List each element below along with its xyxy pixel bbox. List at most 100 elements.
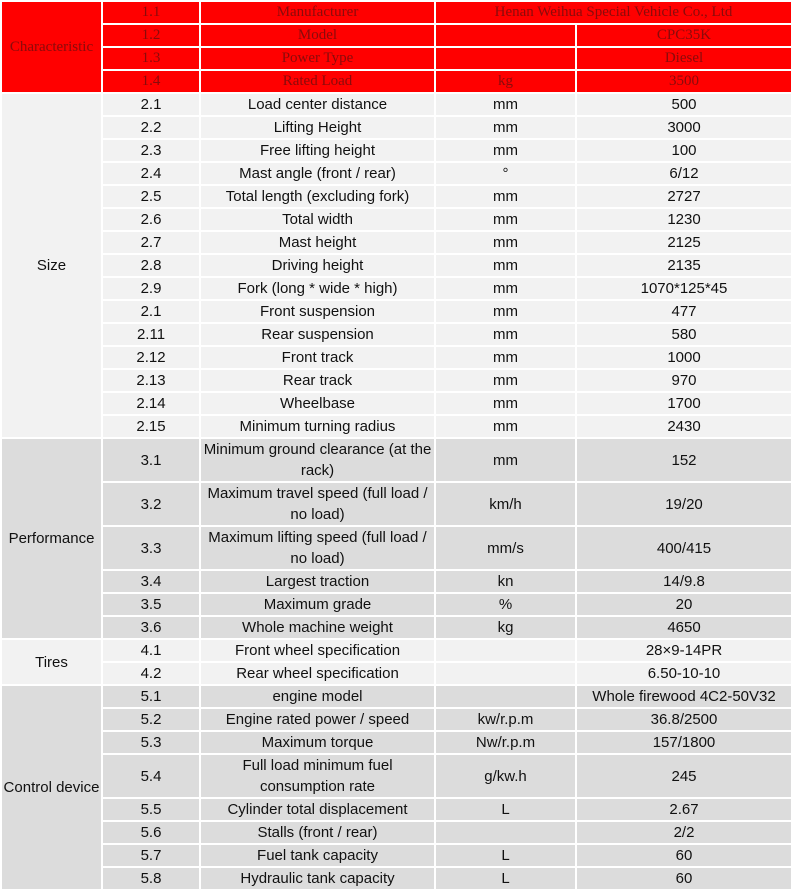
item-number: 1.1 — [101, 0, 201, 25]
item-unit: mm — [434, 391, 577, 416]
item-name: Total width — [199, 207, 436, 232]
item-name: Stalls (front / rear) — [199, 820, 436, 845]
item-value: 400/415 — [575, 525, 793, 571]
item-number: 5.3 — [101, 730, 201, 755]
item-value: 6/12 — [575, 161, 793, 186]
item-name: Front track — [199, 345, 436, 370]
item-unit: mm — [434, 92, 577, 117]
item-name: engine model — [199, 684, 436, 709]
item-number: 2.9 — [101, 276, 201, 301]
item-value: Diesel — [575, 46, 793, 71]
table-row: 3.4 Largest traction kn 14/9.8 — [1, 569, 793, 594]
item-value: 60 — [575, 866, 793, 891]
item-unit: mm — [434, 184, 577, 209]
item-number: 1.3 — [101, 46, 201, 71]
table-row: 2.8 Driving height mm 2135 — [1, 253, 793, 278]
item-name: Total length (excluding fork) — [199, 184, 436, 209]
table-row: 2.9 Fork (long * wide * high) mm 1070*125*4… — [1, 276, 793, 301]
table-row: 5.5 Cylinder total displacement L 2.67 — [1, 797, 793, 822]
table-row: Control device 5.1 engine model Whole firew… — [0, 684, 793, 891]
item-number: 3.1 — [101, 437, 201, 483]
item-value: 1700 — [575, 391, 793, 416]
item-value: 2/2 — [575, 820, 793, 845]
item-name: Fork (long * wide * high) — [199, 276, 436, 301]
item-name: Load center distance — [199, 92, 436, 117]
table-row: 5.4 Full load minimum fuel consumption ra… — [1, 753, 793, 799]
table-row: 5.7 Fuel tank capacity L 60 — [1, 843, 793, 868]
item-value: 19/20 — [575, 481, 793, 527]
table-row: 5.8 Hydraulic tank capacity L 60 — [1, 866, 793, 891]
item-value: 152 — [575, 437, 793, 483]
item-value: 20 — [575, 592, 793, 617]
item-name: Front wheel specification — [199, 638, 436, 663]
item-value: 3000 — [575, 115, 793, 140]
item-name: Manufacturer — [199, 0, 436, 25]
item-number: 1.2 — [101, 23, 201, 48]
item-name: Rear suspension — [199, 322, 436, 347]
section-label: Size — [0, 92, 103, 439]
item-name: Rear wheel specification — [199, 661, 436, 686]
item-unit: mm — [434, 345, 577, 370]
item-name: Driving height — [199, 253, 436, 278]
item-unit: km/h — [434, 481, 577, 527]
item-name: Wheelbase — [199, 391, 436, 416]
item-number: 2.6 — [101, 207, 201, 232]
table-row: 1.2 Model CPC35K — [1, 23, 793, 48]
item-number: 3.5 — [101, 592, 201, 617]
table-row: Characteristic 1.1 Manufacturer Henan Weihu… — [0, 0, 793, 94]
item-value: 580 — [575, 322, 793, 347]
item-number: 2.2 — [101, 115, 201, 140]
table-row: 2.5 Total length (excluding fork) mm 2727 — [1, 184, 793, 209]
table-row: 2.4 Mast angle (front / rear) ° 6/12 — [1, 161, 793, 186]
item-name: Mast height — [199, 230, 436, 255]
item-value: 2430 — [575, 414, 793, 439]
item-number: 2.11 — [101, 322, 201, 347]
item-unit: mm — [434, 207, 577, 232]
item-name: Maximum grade — [199, 592, 436, 617]
section-label: Performance — [0, 437, 103, 640]
item-value: 1000 — [575, 345, 793, 370]
item-value: 14/9.8 — [575, 569, 793, 594]
item-name: Rear track — [199, 368, 436, 393]
item-value: 2727 — [575, 184, 793, 209]
item-name: Free lifting height — [199, 138, 436, 163]
item-value: 245 — [575, 753, 793, 799]
item-unit: ° — [434, 161, 577, 186]
item-number: 5.1 — [101, 684, 201, 709]
table-row: 2.12 Front track mm 1000 — [1, 345, 793, 370]
item-unit: mm — [434, 437, 577, 483]
item-number: 5.8 — [101, 866, 201, 891]
item-number: 5.7 — [101, 843, 201, 868]
item-unit: L — [434, 866, 577, 891]
item-number: 2.5 — [101, 184, 201, 209]
section-label: Control device — [0, 684, 103, 891]
item-value: 2135 — [575, 253, 793, 278]
item-name: Model — [199, 23, 436, 48]
item-unit: kn — [434, 569, 577, 594]
item-name: Engine rated power / speed — [199, 707, 436, 732]
item-unit: mm — [434, 253, 577, 278]
item-number: 2.3 — [101, 138, 201, 163]
section-label: Characteristic — [0, 0, 103, 94]
item-value: 970 — [575, 368, 793, 393]
item-unit: g/kw.h — [434, 753, 577, 799]
item-unit: mm — [434, 414, 577, 439]
item-number: 2.12 — [101, 345, 201, 370]
table-row: 2.11 Rear suspension mm 580 — [1, 322, 793, 347]
item-value: CPC35K — [575, 23, 793, 48]
item-number: 4.1 — [101, 638, 201, 663]
item-number: 3.6 — [101, 615, 201, 640]
item-number: 5.4 — [101, 753, 201, 799]
item-unit: mm — [434, 368, 577, 393]
item-number: 2.14 — [101, 391, 201, 416]
item-number: 3.3 — [101, 525, 201, 571]
item-name: Minimum turning radius — [199, 414, 436, 439]
item-number: 2.1 — [101, 92, 201, 117]
item-number: 1.4 — [101, 69, 201, 94]
table-row: 3.2 Maximum travel speed (full load / no … — [1, 481, 793, 527]
item-value: Whole firewood 4C2-50V32 — [575, 684, 793, 709]
item-name: Maximum lifting speed (full load / no lo… — [199, 525, 436, 571]
item-number: 5.6 — [101, 820, 201, 845]
table-row: 2.1 Front suspension mm 477 — [1, 299, 793, 324]
